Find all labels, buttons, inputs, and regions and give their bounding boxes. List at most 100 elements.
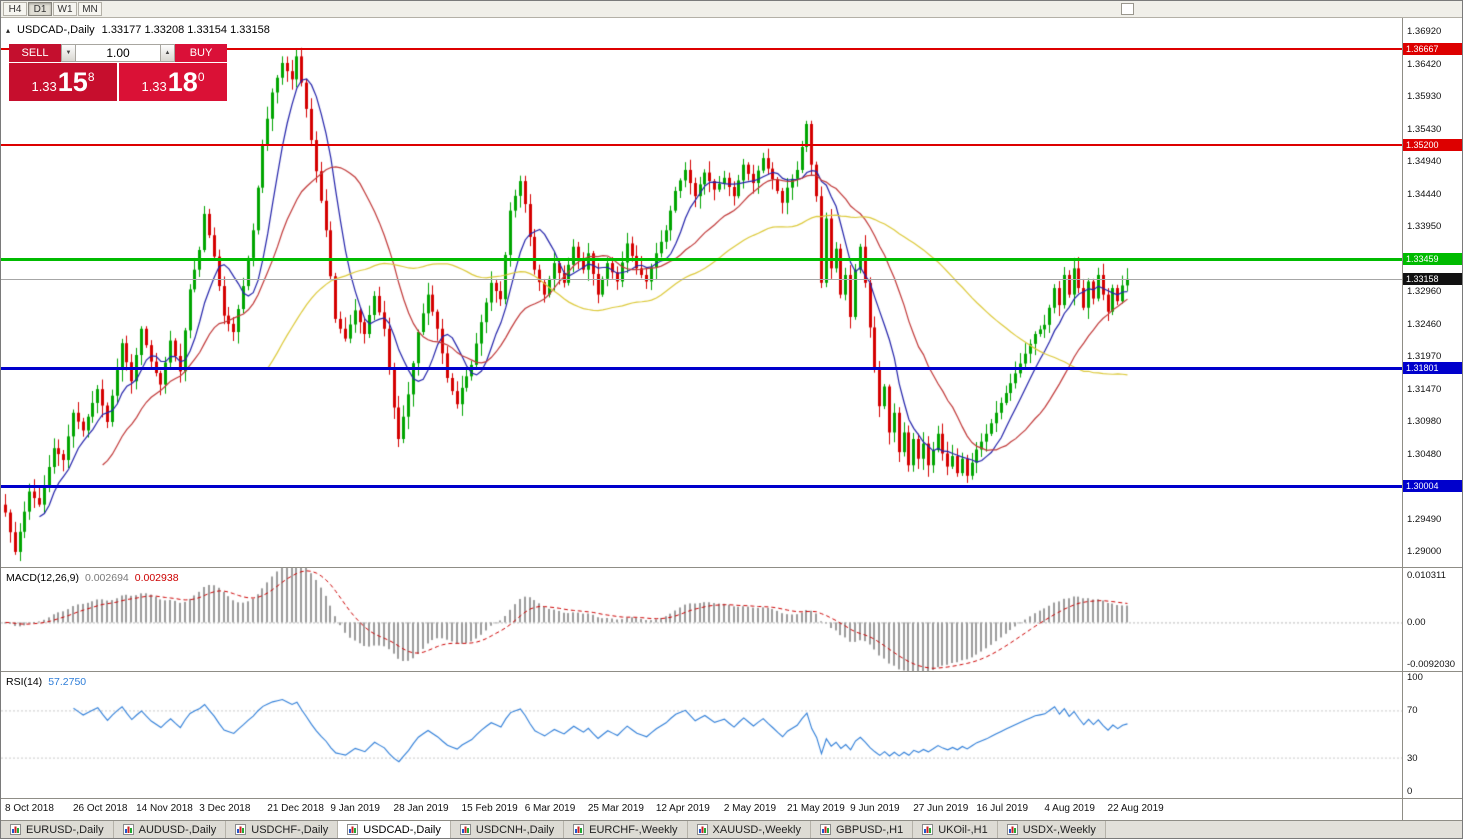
chart-tab-label: USDCHF-,Daily bbox=[251, 823, 329, 836]
chart-tab-eurchf[interactable]: EURCHF-,Weekly bbox=[564, 821, 688, 838]
macd-axis[interactable]: 0.010311 0.00 -0.0092030 bbox=[1403, 568, 1462, 671]
rsi-axis-label: 70 bbox=[1407, 705, 1418, 717]
buy-button[interactable]: BUY bbox=[175, 44, 227, 62]
chart-icon bbox=[10, 824, 21, 835]
price-level-line-1.31801[interactable] bbox=[1, 366, 1402, 370]
price-tick-label: 1.36420 bbox=[1407, 58, 1442, 70]
date-label: 4 Aug 2019 bbox=[1044, 803, 1095, 814]
chart-tab-ukoil[interactable]: UKOil-,H1 bbox=[913, 821, 998, 838]
chart-icon bbox=[573, 824, 585, 835]
date-label: 6 Mar 2019 bbox=[524, 803, 576, 814]
sell-price-big: 15 bbox=[57, 67, 88, 97]
timeframe-button-w1[interactable]: W1 bbox=[53, 2, 77, 16]
chart-tab-usdchf[interactable]: USDCHF-,Daily bbox=[226, 821, 339, 838]
timeframe-button-d1[interactable]: D1 bbox=[28, 2, 52, 16]
chart-icon bbox=[235, 824, 247, 835]
chart-tab-usdx[interactable]: USDX-,Weekly bbox=[997, 821, 1106, 838]
buy-price-base: 1.33 bbox=[141, 79, 167, 94]
date-label: 8 Oct 2018 bbox=[5, 803, 54, 814]
price-level-line-1.30004[interactable] bbox=[1, 484, 1402, 488]
triangle-up-icon: ▲ bbox=[164, 50, 171, 56]
rsi-axis-label: 0 bbox=[1407, 786, 1413, 797]
time-axis[interactable]: 8 Oct 2018 26 Oct 2018 14 Nov 2018 3 Dec 20… bbox=[1, 799, 1462, 820]
rsi-axis-label: 100 bbox=[1407, 672, 1423, 683]
macd-label-row: MACD(12,26,9) 0.002694 0.002938 bbox=[6, 572, 179, 584]
price-level-badge: 1.33459 bbox=[1403, 253, 1462, 266]
volume-input[interactable] bbox=[76, 44, 160, 62]
date-label: 16 Jul 2019 bbox=[976, 803, 1029, 814]
chart-icon bbox=[819, 824, 831, 835]
volume-decrease-button[interactable]: ▼ bbox=[61, 44, 76, 62]
price-tick-label: 1.34940 bbox=[1407, 156, 1442, 168]
macd-canvas[interactable] bbox=[1, 568, 1402, 671]
price-axis[interactable]: 1.36920 1.36420 1.35930 1.35430 1.34940 1.344… bbox=[1403, 18, 1462, 567]
chart-tabs-bar: EURUSD-,Daily AUDUSD-,Daily USDCHF-,Daily U… bbox=[1, 820, 1462, 838]
date-label: 21 May 2019 bbox=[786, 803, 845, 814]
chart-tab-label: XAUUSD-,Weekly bbox=[712, 823, 801, 836]
chart-tab-usdcnh[interactable]: USDCNH-,Daily bbox=[450, 821, 565, 838]
price-tick-label: 1.32960 bbox=[1407, 286, 1442, 297]
chart-tab-label: AUDUSD-,Daily bbox=[138, 823, 217, 836]
macd-axis-label: -0.0092030 bbox=[1407, 659, 1456, 670]
chart-tab-label: GBPUSD-,H1 bbox=[835, 823, 904, 836]
chart-tab-usdcad[interactable]: USDCAD-,Daily bbox=[338, 821, 451, 838]
axis-divider bbox=[1402, 18, 1403, 820]
price-level-line-1.36667[interactable] bbox=[1, 47, 1402, 50]
price-tick-label: 1.30980 bbox=[1407, 415, 1442, 427]
panel-separator[interactable] bbox=[1, 671, 1462, 672]
sell-price-box[interactable]: 1.33 15 8 bbox=[9, 63, 117, 101]
price-tick-label: 1.32460 bbox=[1407, 318, 1442, 330]
price-tick-label: 1.29000 bbox=[1407, 545, 1442, 557]
chart-tab-xauusd[interactable]: XAUUSD-,Weekly bbox=[687, 821, 811, 838]
date-label: 3 Dec 2018 bbox=[199, 803, 251, 814]
rsi-panel: RSI(14) 57.2750 bbox=[1, 672, 1402, 798]
timeframe-toolbar: H4 D1 W1 MN bbox=[1, 1, 1462, 18]
macd-name: MACD(12,26,9) bbox=[6, 572, 79, 584]
sell-button[interactable]: SELL bbox=[9, 44, 61, 62]
price-chart-canvas[interactable] bbox=[1, 18, 1402, 567]
triangle-down-icon: ▼ bbox=[65, 50, 72, 56]
chart-tab-label: EURCHF-,Weekly bbox=[589, 823, 678, 836]
price-level-line-1.33459[interactable] bbox=[1, 257, 1402, 261]
macd-panel: MACD(12,26,9) 0.002694 0.002938 bbox=[1, 568, 1402, 671]
chart-tab-label: USDCNH-,Daily bbox=[475, 823, 555, 836]
rsi-value: 57.2750 bbox=[48, 676, 87, 688]
chart-tab-gbpusd[interactable]: GBPUSD-,H1 bbox=[810, 821, 914, 838]
price-level-line-1.35200[interactable] bbox=[1, 143, 1402, 146]
buy-price-big: 18 bbox=[167, 67, 198, 97]
chart-tab-audusd[interactable]: AUDUSD-,Daily bbox=[113, 821, 227, 838]
toolbar-end-button[interactable] bbox=[1121, 3, 1134, 15]
timeframe-button-h4[interactable]: H4 bbox=[3, 2, 27, 16]
macd-main-value: 0.002694 bbox=[84, 572, 129, 584]
date-label: 28 Jan 2019 bbox=[393, 803, 449, 814]
macd-axis-label: 0.00 bbox=[1407, 617, 1426, 629]
rsi-canvas[interactable] bbox=[1, 672, 1402, 798]
chart-tab-eurusd[interactable]: EURUSD-,Daily bbox=[1, 821, 114, 838]
date-label: 22 Aug 2019 bbox=[1107, 803, 1164, 814]
price-level-badge: 1.30004 bbox=[1403, 480, 1462, 492]
chart-tab-label: UKOil-,H1 bbox=[938, 823, 988, 836]
price-level-badge: 1.31801 bbox=[1403, 362, 1462, 375]
panel-toggle-icon[interactable]: ▴ bbox=[6, 25, 11, 35]
chart-icon bbox=[922, 824, 934, 835]
panel-separator[interactable] bbox=[1, 798, 1462, 799]
macd-axis-label: 0.010311 bbox=[1407, 570, 1446, 581]
panel-separator[interactable] bbox=[1, 567, 1462, 568]
sell-price-base: 1.33 bbox=[31, 79, 57, 94]
chart-icon bbox=[122, 824, 134, 835]
timeframe-button-mn[interactable]: MN bbox=[78, 2, 102, 16]
buy-price-box[interactable]: 1.33 18 0 bbox=[119, 63, 227, 101]
price-tick-label: 1.36920 bbox=[1407, 26, 1442, 38]
date-label: 15 Feb 2019 bbox=[461, 803, 518, 814]
buy-price-sup: 0 bbox=[197, 70, 205, 84]
date-label: 25 Mar 2019 bbox=[587, 803, 644, 814]
chart-icon bbox=[459, 824, 471, 835]
price-tick-label: 1.35430 bbox=[1407, 123, 1442, 135]
price-tick-label: 1.29490 bbox=[1407, 513, 1442, 525]
date-label: 27 Jun 2019 bbox=[913, 803, 969, 814]
volume-increase-button[interactable]: ▲ bbox=[160, 44, 175, 62]
ohlc-values: 1.33177 1.33208 1.33154 1.33158 bbox=[101, 24, 270, 36]
date-label: 26 Oct 2018 bbox=[72, 803, 128, 814]
price-level-badge: 1.36667 bbox=[1403, 42, 1462, 55]
